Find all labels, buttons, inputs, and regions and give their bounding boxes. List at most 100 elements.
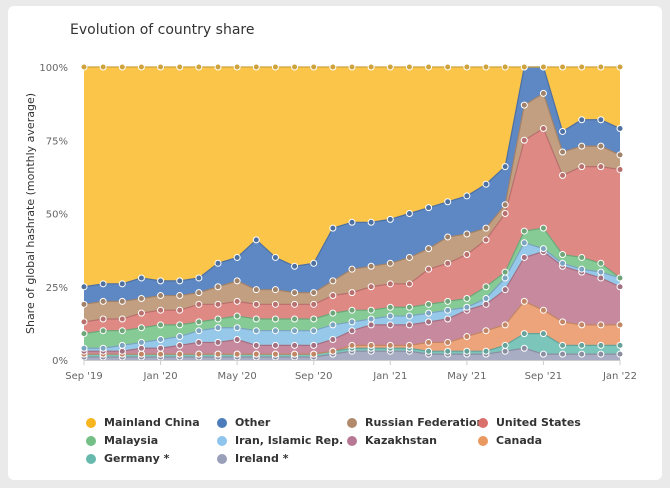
data-point: [444, 233, 452, 241]
data-point: [444, 306, 452, 314]
data-point: [559, 148, 567, 156]
legend-item-united-states[interactable]: United States: [478, 416, 581, 429]
data-point: [539, 350, 547, 358]
data-point: [386, 303, 394, 311]
data-point: [616, 166, 624, 174]
data-point: [367, 283, 375, 291]
data-point: [578, 163, 586, 171]
data-point: [482, 63, 490, 71]
legend-item-russian-federation[interactable]: Russian Federation: [347, 416, 484, 429]
data-point: [405, 312, 413, 320]
data-point: [520, 136, 528, 144]
legend-dot-icon: [478, 417, 488, 428]
legend-item-mainland-china[interactable]: Mainland China: [86, 416, 200, 429]
legend-label: Germany *: [104, 452, 170, 465]
data-point: [463, 333, 471, 341]
data-point: [463, 63, 471, 71]
data-point: [252, 341, 260, 349]
legend-dot-icon: [86, 435, 96, 446]
data-point: [578, 321, 586, 329]
legend-label: Russian Federation: [365, 416, 485, 429]
x-tick-label: Jan '21: [372, 371, 407, 382]
data-point: [195, 338, 203, 346]
data-point: [539, 125, 547, 133]
data-point: [137, 309, 145, 317]
legend-item-iran[interactable]: Iran, Islamic Rep.: [217, 434, 343, 447]
data-point: [291, 315, 299, 323]
legend-item-malaysia[interactable]: Malaysia: [86, 434, 158, 447]
data-point: [329, 292, 337, 300]
legend-item-ireland[interactable]: Ireland *: [217, 452, 288, 465]
data-point: [463, 192, 471, 200]
data-point: [291, 63, 299, 71]
data-point: [405, 253, 413, 261]
legend-item-germany[interactable]: Germany *: [86, 452, 169, 465]
data-point: [329, 309, 337, 317]
data-point: [157, 350, 165, 358]
data-point: [195, 289, 203, 297]
data-point: [214, 283, 222, 291]
data-point: [425, 347, 433, 355]
data-point: [616, 125, 624, 133]
data-point: [80, 300, 88, 308]
data-point: [539, 245, 547, 253]
data-point: [195, 350, 203, 358]
data-point: [539, 89, 547, 97]
data-point: [252, 236, 260, 244]
data-point: [482, 180, 490, 188]
legend-item-other[interactable]: Other: [217, 416, 270, 429]
data-point: [348, 265, 356, 273]
legend-dot-icon: [217, 453, 227, 464]
data-point: [501, 268, 509, 276]
data-point: [214, 315, 222, 323]
data-point: [520, 227, 528, 235]
data-point: [405, 321, 413, 329]
data-point: [520, 101, 528, 109]
legend-item-canada[interactable]: Canada: [478, 434, 542, 447]
data-point: [405, 63, 413, 71]
data-point: [80, 318, 88, 326]
data-point: [539, 330, 547, 338]
data-point: [348, 341, 356, 349]
data-point: [463, 230, 471, 238]
data-point: [616, 151, 624, 159]
data-point: [195, 63, 203, 71]
y-tick-label: 50%: [46, 210, 68, 221]
data-point: [367, 315, 375, 323]
y-tick-label: 100%: [39, 63, 68, 74]
data-point: [367, 321, 375, 329]
data-point: [425, 300, 433, 308]
data-point: [482, 224, 490, 232]
data-point: [616, 63, 624, 71]
data-point: [482, 347, 490, 355]
data-point: [214, 324, 222, 332]
data-point: [118, 315, 126, 323]
data-point: [425, 265, 433, 273]
data-point: [271, 286, 279, 294]
data-point: [271, 327, 279, 335]
data-point: [233, 277, 241, 285]
data-point: [214, 338, 222, 346]
data-point: [463, 294, 471, 302]
data-point: [520, 297, 528, 305]
area-other: [84, 67, 620, 305]
data-point: [80, 330, 88, 338]
data-point: [482, 236, 490, 244]
data-point: [386, 312, 394, 320]
data-point: [425, 204, 433, 212]
legend-item-kazakhstan[interactable]: Kazakhstan: [347, 434, 437, 447]
data-point: [176, 63, 184, 71]
data-point: [271, 350, 279, 358]
data-point: [233, 312, 241, 320]
data-point: [310, 350, 318, 358]
data-point: [501, 201, 509, 209]
data-point: [425, 338, 433, 346]
legend-dot-icon: [217, 417, 227, 428]
data-point: [597, 63, 605, 71]
data-point: [252, 286, 260, 294]
data-point: [578, 142, 586, 150]
data-point: [597, 321, 605, 329]
data-point: [329, 347, 337, 355]
data-point: [520, 330, 528, 338]
data-point: [329, 224, 337, 232]
